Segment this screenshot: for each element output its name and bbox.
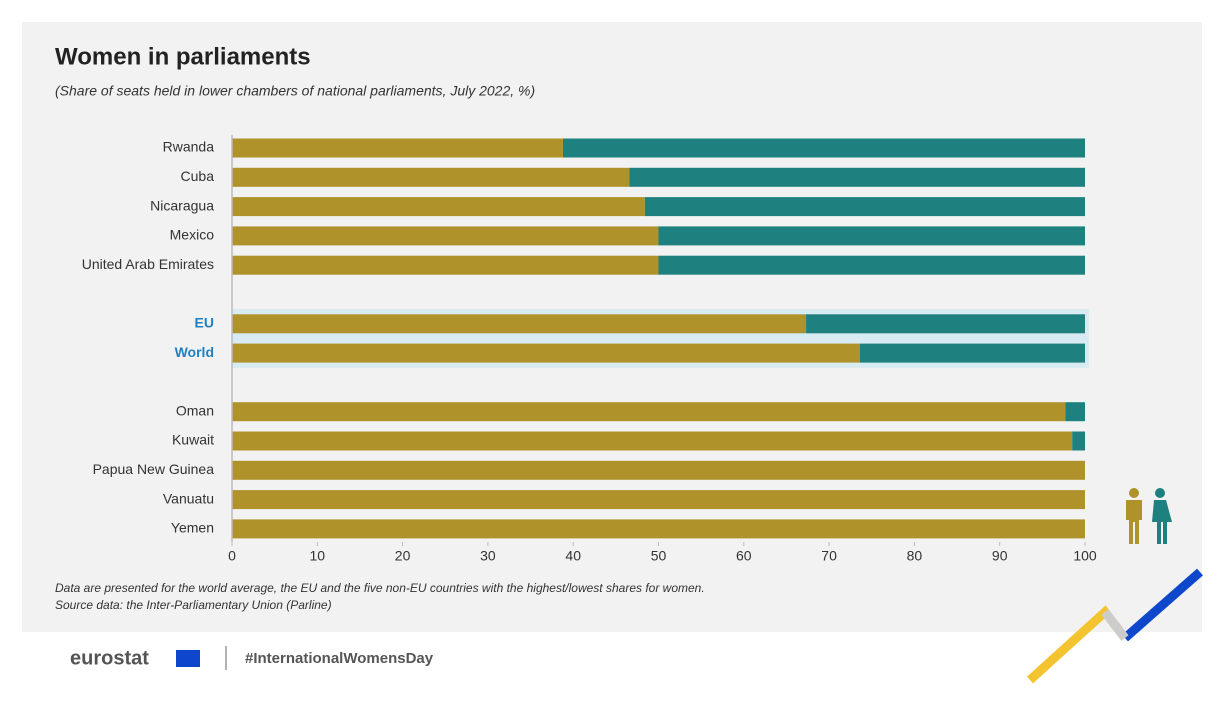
x-tick-label: 60 bbox=[736, 548, 752, 564]
y-tick-label: World bbox=[175, 344, 214, 360]
x-tick-label: 50 bbox=[651, 548, 667, 564]
bar-segment bbox=[658, 255, 1085, 275]
bar-segment bbox=[232, 343, 860, 363]
bar-segment bbox=[232, 255, 659, 275]
x-tick-label: 80 bbox=[907, 548, 923, 564]
x-tick-label: 0 bbox=[228, 548, 236, 564]
decoration bbox=[1122, 568, 1203, 642]
brand: eurostat bbox=[70, 647, 149, 669]
y-tick-label: Papua New Guinea bbox=[93, 461, 215, 477]
y-tick-label: EU bbox=[195, 315, 214, 331]
y-tick-label: Kuwait bbox=[172, 432, 214, 448]
bar-segment bbox=[562, 138, 1085, 158]
note: Source data: the Inter-Parliamentary Uni… bbox=[55, 598, 332, 612]
bar-segment bbox=[806, 314, 1085, 334]
bar-segment bbox=[1072, 431, 1085, 451]
bar-segment bbox=[232, 138, 563, 158]
bar-segment bbox=[629, 167, 1085, 187]
y-tick-label: Cuba bbox=[181, 168, 215, 184]
legend-icon bbox=[1126, 500, 1142, 544]
y-tick-label: Yemen bbox=[171, 520, 214, 536]
legend-icon bbox=[1155, 488, 1165, 498]
bar-segment bbox=[1065, 402, 1085, 422]
y-tick-label: Nicaragua bbox=[150, 197, 214, 213]
x-tick-label: 100 bbox=[1073, 548, 1097, 564]
x-tick-label: 30 bbox=[480, 548, 496, 564]
bar-segment bbox=[658, 226, 1085, 246]
x-tick-label: 10 bbox=[310, 548, 326, 564]
decoration bbox=[1101, 609, 1129, 641]
y-tick-label: Rwanda bbox=[163, 139, 215, 155]
y-tick-label: Mexico bbox=[170, 227, 215, 243]
bar-segment bbox=[859, 343, 1085, 363]
y-tick-label: Vanuatu bbox=[163, 490, 214, 506]
legend-icon bbox=[1129, 488, 1139, 498]
bar-segment bbox=[232, 314, 807, 334]
bar-segment bbox=[644, 197, 1085, 217]
y-tick-label: United Arab Emirates bbox=[82, 256, 214, 272]
bar-segment bbox=[232, 519, 1085, 539]
chart-title: Women in parliaments bbox=[55, 43, 311, 70]
bar-segment bbox=[232, 490, 1085, 510]
legend bbox=[1126, 488, 1172, 544]
plot: Rwanda Cuba Nicaragua Mexico United Arab Emi… bbox=[82, 135, 1097, 564]
bar-segment bbox=[232, 167, 630, 187]
eu-flag bbox=[176, 650, 200, 667]
bar-segment bbox=[232, 197, 645, 217]
note: Data are presented for the world average… bbox=[55, 581, 705, 595]
x-tick-label: 40 bbox=[565, 548, 581, 564]
x-tick-label: 70 bbox=[821, 548, 837, 564]
x-tick-label: 90 bbox=[992, 548, 1008, 564]
hashtag: #InternationalWomensDay bbox=[245, 650, 434, 667]
y-tick-label: Oman bbox=[176, 402, 214, 418]
chart-subtitle: (Share of seats held in lower chambers o… bbox=[55, 83, 535, 99]
x-tick-label: 20 bbox=[395, 548, 411, 564]
legend-icon bbox=[1152, 500, 1172, 544]
bar-segment bbox=[232, 431, 1073, 451]
bar-segment bbox=[232, 226, 659, 246]
bar-segment bbox=[232, 460, 1085, 480]
bar-segment bbox=[232, 402, 1066, 422]
